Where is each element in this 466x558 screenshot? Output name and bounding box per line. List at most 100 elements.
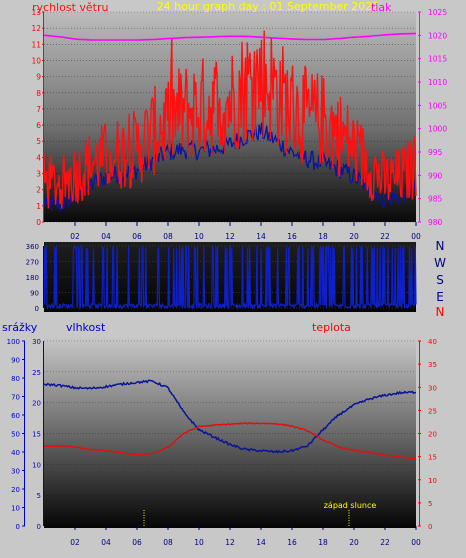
tick-label-rain: 60 xyxy=(11,412,20,420)
x-tick-label-panel1: 02 xyxy=(70,232,80,241)
wind-speed-line xyxy=(43,30,417,209)
pressure-label: tlak xyxy=(371,1,392,14)
tick-label-rain: 0 xyxy=(16,523,20,531)
tick-label-pressure: 1015 xyxy=(428,55,447,64)
tick-label-wind: 13 xyxy=(31,8,41,17)
x-tick-label-panel1: 00 xyxy=(411,232,421,241)
tick-label-humidity: 10 xyxy=(32,461,41,469)
x-tick-label-panel1: 08 xyxy=(163,232,173,241)
x-tick-label-panel1: 04 xyxy=(101,232,111,241)
x-tick-label-panel3: 08 xyxy=(163,538,173,547)
tick-label-wind: 7 xyxy=(36,105,41,114)
tick-label-humidity: 15 xyxy=(32,431,41,439)
x-tick-label-panel1: 16 xyxy=(287,232,297,241)
x-tick-label-panel1: 12 xyxy=(225,232,235,241)
tick-label-wind: 2 xyxy=(36,186,41,195)
tick-label-wind: 5 xyxy=(36,137,41,146)
tick-label-wind: 11 xyxy=(31,40,41,49)
wind-min-line xyxy=(43,122,417,212)
tick-label-wind: 9 xyxy=(36,73,41,82)
tick-label-temperature: 30 xyxy=(428,384,437,392)
tick-label-rain: 100 xyxy=(7,338,20,346)
pressure-line xyxy=(43,32,417,41)
tick-label-rain: 10 xyxy=(11,505,20,513)
tick-label-temperature: 5 xyxy=(428,500,432,508)
tick-label-wind: 12 xyxy=(31,24,41,33)
direction-letter-s: S xyxy=(436,273,444,287)
x-tick-label-panel1: 18 xyxy=(318,232,328,241)
tick-label-wind: 3 xyxy=(36,170,41,179)
wind-direction-line xyxy=(43,243,417,311)
direction-letter-n-top: N xyxy=(436,239,445,253)
x-tick-label-panel1: 06 xyxy=(132,232,142,241)
x-tick-label-panel1: 14 xyxy=(256,232,266,241)
rain-label: srážky xyxy=(2,321,38,334)
tick-label-direction: 360 xyxy=(26,243,39,251)
tick-label-temperature: 20 xyxy=(428,431,437,439)
x-tick-label-panel3: 00 xyxy=(411,538,421,547)
x-tick-label-panel3: 16 xyxy=(287,538,297,547)
tick-label-temperature: 0 xyxy=(428,523,432,531)
wind-speed-label: rychlost větru xyxy=(32,1,108,14)
tick-label-rain: 80 xyxy=(11,375,20,383)
tick-label-wind: 8 xyxy=(36,89,41,98)
x-tick-label-panel3: 06 xyxy=(132,538,142,547)
x-tick-label-panel3: 14 xyxy=(256,538,266,547)
tick-label-rain: 30 xyxy=(11,468,20,476)
tick-label-pressure: 1025 xyxy=(428,8,447,17)
panel3-background xyxy=(44,338,416,528)
tick-label-direction: 270 xyxy=(26,259,39,267)
tick-label-pressure: 980 xyxy=(428,218,443,227)
temperature-label: teplota xyxy=(312,321,351,334)
tick-label-wind: 1 xyxy=(36,202,41,211)
tick-label-temperature: 10 xyxy=(428,477,437,485)
tick-label-rain: 40 xyxy=(11,449,20,457)
tick-label-temperature: 25 xyxy=(428,407,437,415)
tick-label-temperature: 15 xyxy=(428,454,437,462)
direction-letter-e: E xyxy=(436,290,444,304)
tick-label-direction: 180 xyxy=(26,274,39,282)
tick-label-pressure: 990 xyxy=(428,171,443,180)
humidity-line xyxy=(43,379,416,454)
x-tick-label-panel1: 20 xyxy=(349,232,359,241)
x-tick-label-panel3: 02 xyxy=(70,538,80,547)
tick-label-humidity: 20 xyxy=(32,400,41,408)
tick-label-wind: 0 xyxy=(36,218,41,227)
tick-label-rain: 70 xyxy=(11,394,20,402)
x-tick-label-panel3: 22 xyxy=(380,538,390,547)
tick-label-wind: 4 xyxy=(36,153,41,162)
x-tick-label-panel3: 18 xyxy=(318,538,328,547)
x-tick-label-panel1: 22 xyxy=(380,232,390,241)
chart-title: 24 hour graph day : 01 September 2022 xyxy=(157,0,380,13)
tick-label-wind: 6 xyxy=(36,121,41,130)
sunset-label: západ slunce xyxy=(324,501,377,510)
tick-label-pressure: 1000 xyxy=(428,125,447,134)
direction-letter-n-bottom: N xyxy=(436,305,445,319)
tick-label-wind: 10 xyxy=(31,56,41,65)
tick-label-pressure: 995 xyxy=(428,148,443,157)
series-layer xyxy=(43,30,417,526)
x-tick-label-panel1: 10 xyxy=(194,232,204,241)
temperature-line xyxy=(43,421,417,460)
tick-label-temperature: 35 xyxy=(428,361,437,369)
x-tick-label-panel3: 04 xyxy=(101,538,111,547)
tick-label-pressure: 1010 xyxy=(428,78,447,87)
tick-label-pressure: 985 xyxy=(428,195,443,204)
tick-label-pressure: 1005 xyxy=(428,101,447,110)
tick-label-direction: 90 xyxy=(30,290,39,298)
humidity-label: vlhkost xyxy=(66,321,106,334)
tick-label-humidity: 30 xyxy=(32,338,41,346)
tick-label-pressure: 1020 xyxy=(428,31,447,40)
axes-layer: 0123456789101112139809859909951000100510… xyxy=(7,8,448,547)
x-tick-label-panel3: 12 xyxy=(225,538,235,547)
direction-letter-w: W xyxy=(434,256,446,270)
x-tick-label-panel3: 20 xyxy=(349,538,359,547)
tick-label-humidity: 5 xyxy=(37,492,41,500)
tick-label-direction: 0 xyxy=(35,305,39,313)
tick-label-humidity: 0 xyxy=(37,523,41,531)
tick-label-temperature: 40 xyxy=(428,338,437,346)
tick-label-rain: 90 xyxy=(11,357,20,365)
tick-label-rain: 50 xyxy=(11,431,20,439)
